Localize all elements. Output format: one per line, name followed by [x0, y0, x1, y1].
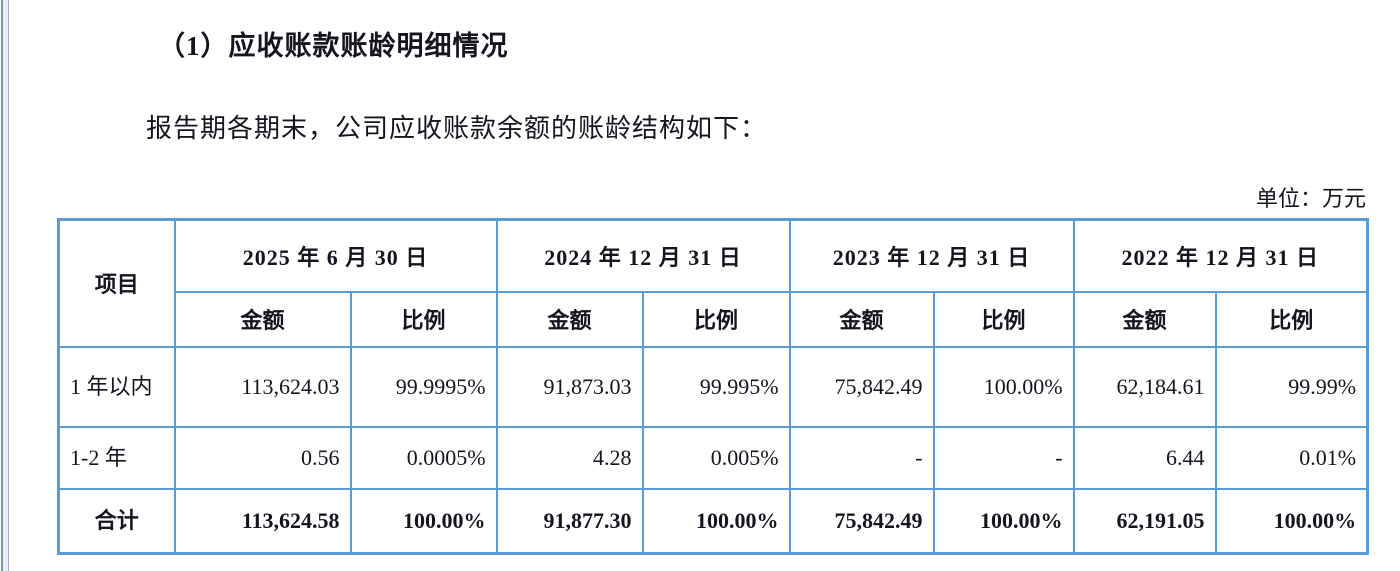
ratio-cell: - — [932, 425, 1075, 490]
section-heading: （1）应收账款账龄明细情况 — [158, 31, 509, 61]
column-header-amount: 金额 — [173, 290, 352, 348]
column-header-period-2022: 2022 年 12 月 31 日 — [1072, 218, 1369, 293]
amount-cell: 6.44 — [1072, 425, 1217, 490]
column-header-ratio: 比例 — [349, 290, 498, 348]
ratio-cell: 0.005% — [641, 425, 791, 490]
table-row-total: 合计 113,624.58 100.00% 91,877.30 100.00% … — [57, 487, 1369, 555]
table-row-within-1-year: 1 年以内 113,624.03 99.9995% 91,873.03 99.9… — [57, 345, 1369, 428]
ratio-cell: 100.00% — [932, 487, 1075, 555]
item-cell: 1-2 年 — [57, 425, 176, 490]
amount-cell: 113,624.03 — [173, 345, 352, 428]
ratio-cell: 99.9995% — [349, 345, 498, 428]
ar-ageing-table: 项目 2025 年 6 月 30 日 2024 年 12 月 31 日 2023… — [57, 218, 1370, 555]
column-header-amount: 金额 — [495, 290, 644, 348]
table-header-sub: 金额 比例 金额 比例 金额 比例 金额 比例 — [59, 290, 1369, 348]
column-header-ratio: 比例 — [1214, 290, 1369, 348]
item-cell: 1 年以内 — [57, 345, 176, 428]
ratio-cell: 100.00% — [641, 487, 791, 555]
table-header-dates: 项目 2025 年 6 月 30 日 2024 年 12 月 31 日 2023… — [57, 218, 1369, 348]
ratio-cell: 0.01% — [1214, 425, 1369, 490]
ratio-cell: 100.00% — [1214, 487, 1369, 555]
amount-cell: 62,184.61 — [1072, 345, 1217, 428]
page-left-border — [1, 0, 9, 571]
column-header-period-2023: 2023 年 12 月 31 日 — [788, 218, 1075, 293]
ratio-cell: 0.0005% — [349, 425, 498, 490]
amount-cell: 91,877.30 — [495, 487, 644, 555]
item-cell: 合计 — [57, 487, 176, 555]
amount-cell: - — [788, 425, 935, 490]
intro-paragraph: 报告期各期末，公司应收账款余额的账龄结构如下： — [146, 114, 768, 143]
amount-cell: 75,842.49 — [788, 487, 935, 555]
column-header-amount: 金额 — [788, 290, 935, 348]
table-row-1-2-years: 1-2 年 0.56 0.0005% 4.28 0.005% - - 6.44 … — [57, 425, 1369, 490]
column-header-ratio: 比例 — [641, 290, 791, 348]
column-header-ratio: 比例 — [932, 290, 1075, 348]
amount-cell: 75,842.49 — [788, 345, 935, 428]
amount-cell: 113,624.58 — [173, 487, 352, 555]
amount-cell: 0.56 — [173, 425, 352, 490]
column-header-amount: 金额 — [1072, 290, 1217, 348]
ratio-cell: 100.00% — [932, 345, 1075, 428]
amount-cell: 91,873.03 — [495, 345, 644, 428]
ratio-cell: 99.99% — [1214, 345, 1369, 428]
column-header-period-2025: 2025 年 6 月 30 日 — [173, 218, 498, 293]
unit-label: 单位：万元 — [1255, 186, 1366, 211]
amount-cell: 4.28 — [495, 425, 644, 490]
amount-cell: 62,191.05 — [1072, 487, 1217, 555]
ratio-cell: 99.995% — [641, 345, 791, 428]
ratio-cell: 100.00% — [349, 487, 498, 555]
column-header-period-2024: 2024 年 12 月 31 日 — [495, 218, 791, 293]
column-header-item: 项目 — [57, 218, 176, 348]
